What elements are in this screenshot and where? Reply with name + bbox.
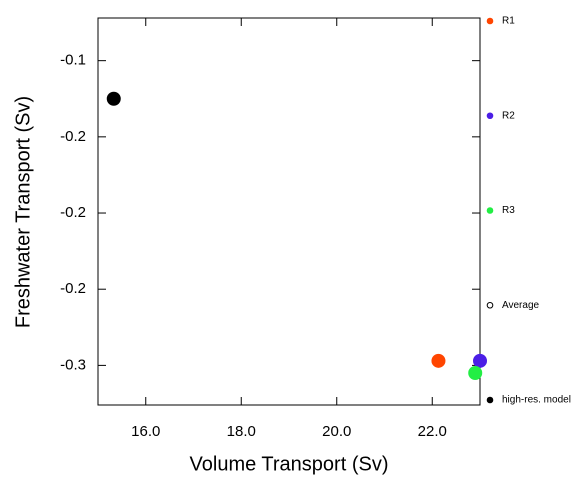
y-tick-label: -0.2 (60, 280, 86, 297)
legend-marker (486, 396, 494, 404)
legend-marker (486, 112, 494, 120)
point (468, 366, 483, 381)
x-tick-label: 22.0 (418, 423, 447, 440)
legend-label: R1 (502, 16, 515, 27)
legend-marker (486, 207, 494, 214)
x-tick-label: 20.0 (322, 423, 351, 440)
y-axis-label: Freshwater Transport (Sv) (12, 96, 34, 328)
y-tick-label: -0.3 (60, 356, 86, 373)
y-tick-label: -0.2 (60, 204, 86, 221)
legend-label: R3 (502, 205, 515, 216)
legend-marker (486, 301, 494, 309)
point (106, 91, 121, 106)
plot-frame (97, 17, 481, 406)
point (431, 353, 446, 368)
x-tick-label: 18.0 (227, 423, 256, 440)
y-tick-label: -0.2 (60, 128, 86, 145)
legend-label: R2 (502, 110, 515, 121)
y-tick-label: -0.1 (60, 52, 86, 69)
x-axis-label: Volume Transport (Sv) (190, 453, 389, 475)
legend-label: high-res. model (502, 395, 571, 406)
x-tick-label: 16.0 (131, 423, 160, 440)
point (473, 353, 487, 368)
legend-marker (486, 17, 494, 25)
legend-label: Average (502, 300, 540, 311)
